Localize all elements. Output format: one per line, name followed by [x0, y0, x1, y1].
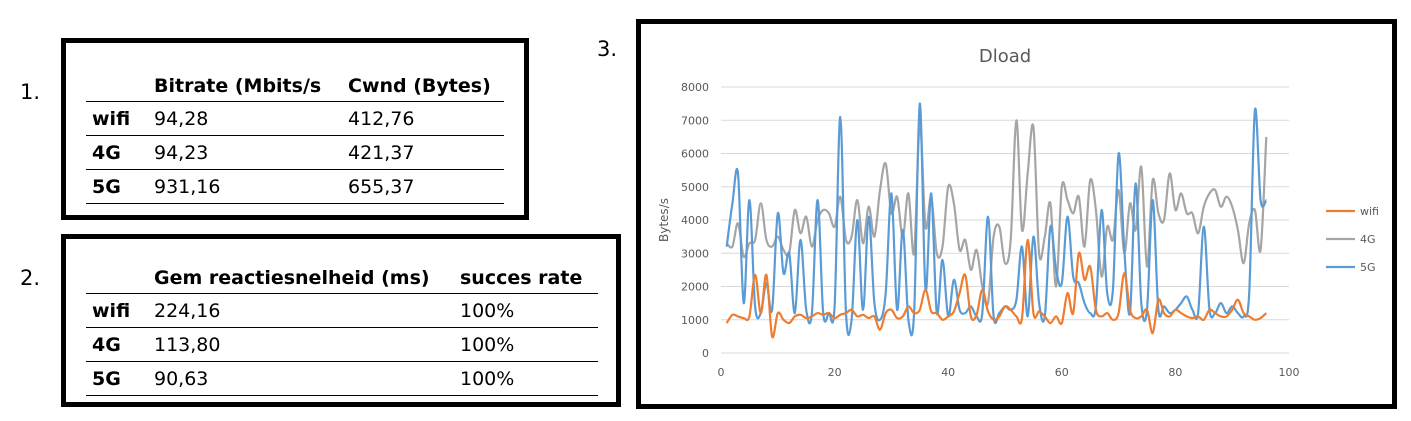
row-label: 4G [86, 135, 154, 170]
table-header-cell: Cwnd (Bytes) [348, 70, 504, 102]
table-cell: 224,16 [154, 293, 460, 328]
table-row: 4G 94,23 421,37 [86, 135, 504, 170]
table-cell: 412,76 [348, 101, 504, 136]
table-cell: 421,37 [348, 135, 504, 170]
legend-label-wifi: wifi [1360, 205, 1379, 218]
y-tick-label: 5000 [681, 181, 709, 194]
series-line-wifi [725, 238, 1268, 339]
row-label: 5G [86, 361, 154, 396]
y-tick-label: 1000 [681, 314, 709, 327]
table-cell: 100% [460, 327, 598, 362]
x-tick-label: 40 [941, 366, 955, 379]
table-row: wifi 224,16 100% [86, 293, 598, 328]
table-cell: 94,23 [154, 135, 348, 170]
table-cell: 94,28 [154, 101, 348, 136]
x-tick-label: 100 [1279, 366, 1300, 379]
dload-chart: Dload 0 1000 2000 3000 4000 5000 6000 7000 8000 0 2… [657, 46, 1379, 379]
bitrate-table-box: Bitrate (Mbits/s Cwnd (Bytes) wifi 94,28… [61, 38, 529, 220]
table-header-cell [86, 70, 154, 102]
series-line-4g [725, 119, 1268, 307]
x-tick-label: 60 [1055, 366, 1069, 379]
legend-label-5g: 5G [1360, 261, 1376, 274]
table-cell: 113,80 [154, 327, 460, 362]
x-tick-label: 20 [828, 366, 842, 379]
y-tick-label: 0 [702, 347, 709, 360]
y-tick-label: 6000 [681, 148, 709, 161]
table-cell: 100% [460, 293, 598, 328]
chart-box: Dload 0 1000 2000 3000 4000 5000 6000 7000 8000 0 2… [636, 19, 1397, 409]
x-tick-label: 80 [1168, 366, 1182, 379]
table-header-cell [86, 262, 154, 294]
x-tick-label: 0 [718, 366, 725, 379]
table-row: 5G 931,16 655,37 [86, 169, 504, 204]
y-tick-label: 2000 [681, 281, 709, 294]
table-cell: 655,37 [348, 169, 504, 204]
y-tick-label: 8000 [681, 81, 709, 94]
row-label: 4G [86, 327, 154, 362]
section-label-2: 2. [20, 266, 41, 290]
row-label: wifi [86, 293, 154, 328]
y-tick-label: 3000 [681, 247, 709, 260]
table-header-cell: succes rate [460, 262, 598, 294]
table-cell: 90,63 [154, 361, 460, 396]
table-header-cell: Gem reactiesnelheid (ms) [154, 262, 460, 294]
y-axis-label: Bytes/s [657, 198, 671, 242]
row-label: wifi [86, 101, 154, 136]
y-tick-label: 7000 [681, 114, 709, 127]
y-tick-label: 4000 [681, 214, 709, 227]
table-row: 4G 113,80 100% [86, 327, 598, 362]
bitrate-table: Bitrate (Mbits/s Cwnd (Bytes) wifi 94,28… [86, 70, 504, 204]
table-header-cell: Bitrate (Mbits/s [154, 70, 348, 102]
table-header-row: Gem reactiesnelheid (ms) succes rate [86, 262, 598, 294]
response-table-box: Gem reactiesnelheid (ms) succes rate wif… [61, 234, 621, 407]
table-cell: 100% [460, 361, 598, 396]
table-header-row: Bitrate (Mbits/s Cwnd (Bytes) [86, 70, 504, 102]
table-row: 5G 90,63 100% [86, 361, 598, 396]
chart-title: Dload [979, 46, 1031, 67]
response-table: Gem reactiesnelheid (ms) succes rate wif… [86, 262, 598, 396]
legend-label-4g: 4G [1360, 233, 1376, 246]
section-label-1: 1. [20, 80, 41, 104]
row-label: 5G [86, 169, 154, 204]
table-cell: 931,16 [154, 169, 348, 204]
table-row: wifi 94,28 412,76 [86, 101, 504, 136]
section-label-3: 3. [597, 37, 618, 61]
